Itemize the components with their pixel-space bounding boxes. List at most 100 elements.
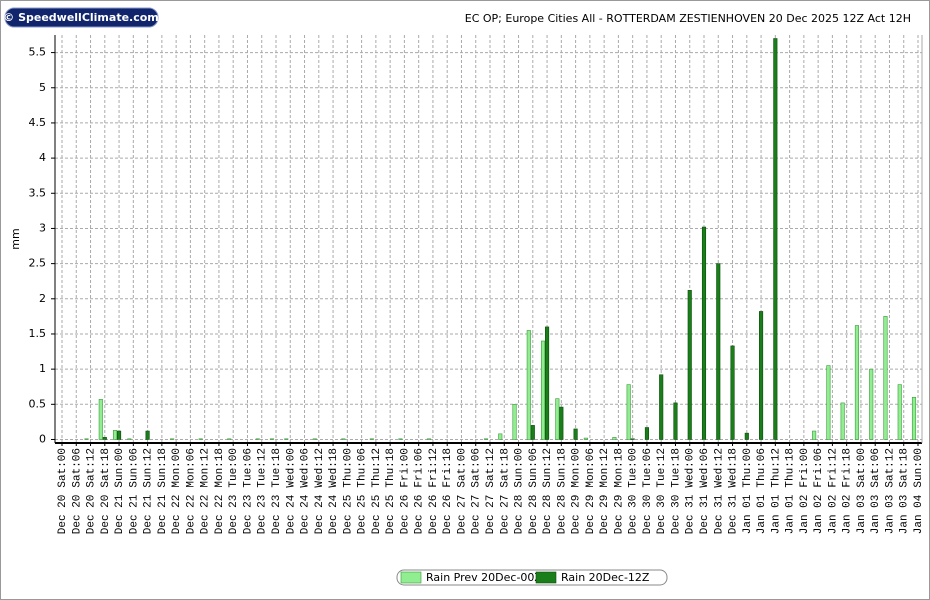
x-tick-time: Tue:12 <box>656 448 668 488</box>
y-tick-label: 4 <box>39 151 46 164</box>
x-tick-date: Dec 23 <box>271 495 283 535</box>
x-tick-date: Dec 21 <box>128 494 140 534</box>
x-tick-label: Dec 26 Fri:18 <box>442 448 454 534</box>
bar <box>526 330 531 440</box>
bar <box>426 438 431 440</box>
x-tick-date: Jan 02 <box>813 495 825 535</box>
x-tick-time: Sat:00 <box>456 448 468 488</box>
bar <box>98 399 103 440</box>
x-tick-time: Tue:06 <box>642 448 654 488</box>
bar <box>883 316 888 440</box>
x-tick-date: Dec 21 <box>143 494 155 534</box>
x-tick-label: Dec 22 Mon:18 <box>214 448 226 534</box>
x-tick-date: Dec 24 <box>314 494 326 534</box>
bar <box>127 438 132 440</box>
bar <box>113 430 118 440</box>
x-tick-time: Tue:18 <box>670 448 682 488</box>
x-tick-date: Dec 29 <box>613 495 625 535</box>
x-tick-date: Dec 28 <box>556 495 568 535</box>
x-tick-date: Jan 02 <box>799 495 811 535</box>
bar <box>583 437 588 440</box>
x-tick-time: Wed:12 <box>314 448 326 488</box>
x-tick-label: Jan 04 Sun:00 <box>913 448 925 534</box>
x-tick-time: Sun:12 <box>143 448 155 488</box>
x-tick-date: Dec 26 <box>414 495 426 535</box>
x-tick-date: Dec 29 <box>585 495 597 535</box>
x-tick-label: Dec 28 Sun:06 <box>528 448 540 534</box>
x-tick-time: Wed:18 <box>328 448 340 488</box>
x-tick-date: Dec 28 <box>542 495 554 535</box>
plot-area <box>55 35 922 443</box>
x-tick-label: Dec 22 Mon:06 <box>185 448 197 534</box>
x-tick-time: Fri:06 <box>414 448 426 488</box>
bar <box>730 345 735 440</box>
x-tick-time: Wed:06 <box>699 448 711 488</box>
bar <box>530 425 535 440</box>
x-tick-time: Tue:00 <box>628 448 640 488</box>
bar <box>170 438 175 440</box>
x-tick-date: Dec 24 <box>328 494 340 534</box>
bar <box>498 433 503 440</box>
x-tick-date: Jan 04 <box>913 494 925 534</box>
x-tick-label: Dec 24 Wed:12 <box>314 448 326 534</box>
x-tick-label: Dec 28 Sun:12 <box>542 448 554 534</box>
x-tick-date: Jan 01 <box>742 494 754 534</box>
bar <box>312 438 317 440</box>
x-tick-label: Jan 02 Fri:18 <box>842 448 854 534</box>
x-tick-time: Sat:12 <box>485 448 497 488</box>
bar <box>630 438 635 440</box>
x-tick-time: Wed:00 <box>685 448 697 488</box>
x-tick-date: Jan 01 <box>785 494 797 534</box>
bar <box>573 428 578 440</box>
bar <box>716 263 721 440</box>
x-tick-date: Dec 20 <box>85 495 97 535</box>
legend-label: Rain Prev 20Dec-00Z <box>426 571 542 584</box>
y-tick-label: 3 <box>39 221 46 234</box>
x-tick-time: Sat:00 <box>57 448 69 488</box>
x-tick-date: Dec 31 <box>727 494 739 534</box>
x-tick-date: Dec 23 <box>257 495 269 535</box>
bar <box>555 398 560 440</box>
x-tick-time: Tue:00 <box>228 448 240 488</box>
x-tick-time: Mon:00 <box>171 448 183 488</box>
x-tick-date: Jan 01 <box>756 494 768 534</box>
x-tick-label: Jan 03 Sat:12 <box>884 448 896 534</box>
x-tick-time: Tue:18 <box>271 448 283 488</box>
y-tick-label: 1.5 <box>29 327 47 340</box>
bar <box>545 326 550 440</box>
x-tick-time: Wed:12 <box>713 448 725 488</box>
x-tick-label: Jan 01 Thu:12 <box>770 448 782 534</box>
bar <box>626 384 631 440</box>
x-tick-date: Dec 22 <box>200 495 212 535</box>
bar <box>512 404 517 440</box>
x-tick-label: Dec 29 Mon:00 <box>571 448 583 534</box>
x-tick-label: Dec 28 Sun:18 <box>556 448 568 534</box>
x-tick-date: Dec 30 <box>670 495 682 535</box>
x-tick-label: Jan 01 Thu:00 <box>742 448 754 534</box>
x-tick-time: Sun:00 <box>913 448 925 488</box>
x-tick-time: Sun:00 <box>513 448 525 488</box>
x-tick-label: Dec 31 Wed:00 <box>685 448 697 534</box>
x-tick-label: Dec 20 Sat:00 <box>57 448 69 534</box>
x-tick-time: Thu:18 <box>385 448 397 488</box>
x-tick-date: Dec 27 <box>456 495 468 535</box>
x-tick-label: Dec 25 Thu:18 <box>385 448 397 534</box>
x-tick-label: Dec 23 Tue:18 <box>271 448 283 534</box>
x-tick-date: Dec 20 <box>57 495 69 535</box>
x-tick-label: Dec 31 Wed:18 <box>727 448 739 534</box>
x-tick-time: Thu:06 <box>357 448 369 488</box>
x-tick-time: Sat:00 <box>856 448 868 488</box>
y-tick-label: 3.5 <box>29 186 47 199</box>
x-tick-time: Mon:00 <box>571 448 583 488</box>
y-tick-label: 5.5 <box>29 46 47 59</box>
x-tick-time: Sun:18 <box>157 448 169 488</box>
y-tick-label: 0.5 <box>29 397 47 410</box>
x-tick-label: Jan 02 Fri:00 <box>799 448 811 534</box>
x-tick-time: Thu:00 <box>342 448 354 488</box>
x-tick-date: Dec 25 <box>385 495 397 535</box>
bar <box>744 432 749 440</box>
x-tick-time: Fri:06 <box>813 448 825 488</box>
x-tick-time: Sat:18 <box>499 448 511 488</box>
